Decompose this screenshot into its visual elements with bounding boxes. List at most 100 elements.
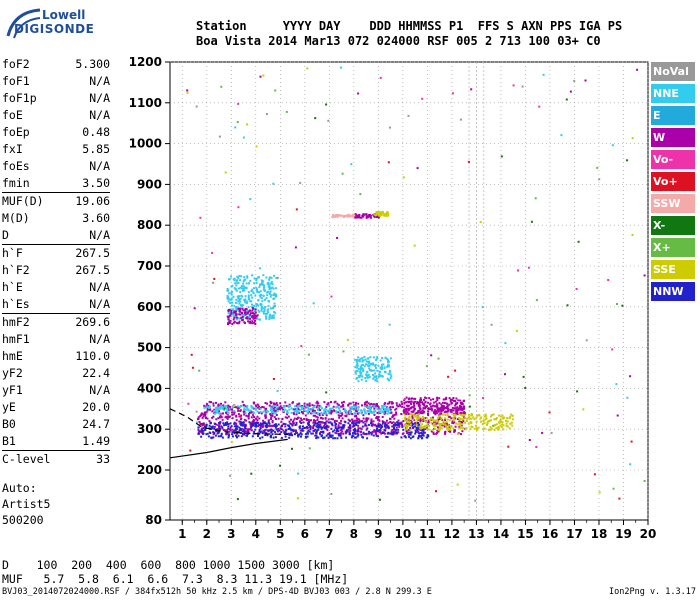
echo-point <box>375 358 378 360</box>
echo-point <box>241 421 244 424</box>
echo-point <box>230 275 232 278</box>
x-tick-label: 14 <box>493 527 510 541</box>
echo-point <box>309 426 312 429</box>
echo-point <box>366 376 369 379</box>
echo-point <box>242 421 245 424</box>
echo-point <box>322 430 325 433</box>
echo-point <box>379 212 382 215</box>
echo-point <box>447 429 450 432</box>
echo-point <box>272 411 275 414</box>
echo-point <box>452 419 455 422</box>
echo-point <box>271 414 274 417</box>
echo-point <box>258 411 261 414</box>
noise-point <box>425 365 428 368</box>
echo-point <box>424 417 427 419</box>
echo-point <box>256 415 259 418</box>
echo-point <box>430 408 433 411</box>
noise-point <box>454 369 457 372</box>
echo-point <box>218 425 221 428</box>
noise-point <box>249 198 252 201</box>
echo-point <box>270 276 273 279</box>
echo-point <box>344 214 347 217</box>
echo-point <box>238 295 241 298</box>
echo-point <box>397 405 400 408</box>
echo-point <box>336 437 339 440</box>
echo-point <box>349 429 352 432</box>
echo-point <box>266 429 269 432</box>
echo-point <box>200 435 203 438</box>
echo-point <box>325 427 328 430</box>
y-tick-label: 800 <box>137 218 162 232</box>
noise-point <box>582 408 585 411</box>
echo-point <box>365 432 368 435</box>
echo-point <box>469 417 472 420</box>
echo-point <box>370 402 373 405</box>
echo-point <box>204 428 207 431</box>
param-row: C-level 33 <box>2 451 110 468</box>
echo-point <box>238 287 240 290</box>
echo-point <box>229 426 232 429</box>
echo-point <box>248 321 251 324</box>
echo-point <box>205 433 208 436</box>
echo-point <box>483 422 486 425</box>
echo-point <box>355 370 358 372</box>
echo-point <box>292 408 295 411</box>
echo-point <box>330 427 333 430</box>
echo-point <box>438 427 441 429</box>
noise-point <box>230 440 233 443</box>
echo-point <box>312 414 315 417</box>
echo-point <box>380 213 382 216</box>
noise-point <box>576 390 579 393</box>
echo-point <box>275 418 277 420</box>
echo-point <box>312 432 314 435</box>
echo-point <box>320 427 323 430</box>
noise-point <box>504 373 506 376</box>
echo-point <box>197 428 200 431</box>
echo-point <box>375 433 378 436</box>
echo-point <box>235 289 238 292</box>
echo-point <box>245 419 248 422</box>
echo-point <box>262 280 265 283</box>
echo-point <box>206 409 209 412</box>
echo-point <box>260 309 263 312</box>
echo-point <box>230 310 233 312</box>
echo-point <box>226 413 229 416</box>
echo-point <box>404 428 407 431</box>
autoscaling-info: Auto: Artist5 500200 <box>2 480 50 528</box>
echo-point <box>413 408 416 411</box>
echo-point <box>265 276 268 279</box>
echo-point <box>321 426 323 429</box>
echo-point <box>372 369 375 372</box>
echo-point <box>355 401 357 404</box>
echo-point <box>450 410 453 413</box>
noise-point <box>296 497 299 500</box>
echo-point <box>213 425 216 428</box>
param-value: 1.49 <box>82 434 110 448</box>
echo-point <box>453 430 456 433</box>
y-tick-label: 600 <box>137 300 162 314</box>
echo-point <box>264 409 267 412</box>
echo-point <box>425 397 428 400</box>
echo-point <box>272 305 275 308</box>
echo-point <box>410 402 413 405</box>
echo-point <box>340 426 343 429</box>
noise-point <box>342 350 345 353</box>
echo-point <box>239 410 242 412</box>
echo-point <box>294 424 297 426</box>
echo-point <box>261 436 264 439</box>
echo-point <box>318 412 321 415</box>
echo-point <box>337 432 340 435</box>
echo-point <box>319 405 322 408</box>
echo-point <box>436 396 439 399</box>
echo-point <box>370 422 372 425</box>
echo-point <box>411 415 414 418</box>
echo-point <box>242 287 245 290</box>
noise-point <box>312 302 315 305</box>
echo-point <box>201 431 204 434</box>
echo-point <box>444 430 447 433</box>
echo-point <box>380 367 382 370</box>
noise-point <box>300 345 303 348</box>
echo-point <box>378 419 381 422</box>
echo-point <box>387 422 390 425</box>
param-name: fxI <box>2 142 23 156</box>
